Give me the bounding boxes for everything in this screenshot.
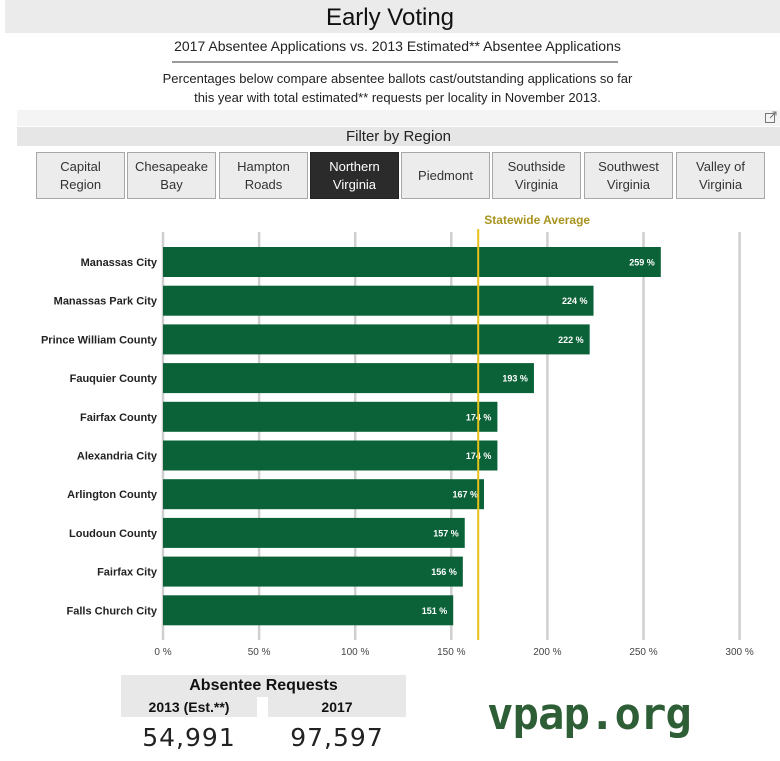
bar bbox=[163, 479, 484, 510]
vpap-logo: vpap.org bbox=[487, 689, 692, 740]
region-button-southwest-virginia[interactable]: Southwest Virginia bbox=[584, 152, 673, 199]
category-label: Prince William County bbox=[41, 334, 158, 346]
title-bar bbox=[5, 0, 780, 33]
description-line-1: Percentages below compare absentee ballo… bbox=[162, 71, 633, 86]
absentee-header bbox=[121, 675, 406, 697]
visual-header-strip bbox=[17, 110, 780, 126]
region-button-valley-of-virginia[interactable]: Valley of Virginia bbox=[676, 152, 765, 199]
page-title: Early Voting bbox=[325, 4, 455, 31]
region-button-hampton-roads[interactable]: Hampton Roads bbox=[219, 152, 308, 199]
category-label: Fauquier County bbox=[70, 373, 158, 385]
x-tick-label: 50 % bbox=[248, 647, 271, 658]
region-button-capital-region[interactable]: Capital Region bbox=[36, 152, 125, 199]
x-tick-label: 0 % bbox=[154, 647, 171, 658]
category-label: Fairfax County bbox=[80, 412, 158, 424]
x-tick-label: 150 % bbox=[437, 647, 465, 658]
region-button-chesapeake-bay[interactable]: Chesapeake Bay bbox=[127, 152, 216, 199]
data-label: 174 % bbox=[466, 412, 492, 422]
expand-icon[interactable] bbox=[764, 110, 778, 124]
statewide-average-label: Statewide Average bbox=[484, 213, 590, 227]
filter-label: Filter by Region bbox=[345, 128, 452, 145]
x-tick-label: 300 % bbox=[725, 647, 753, 658]
data-label: 156 % bbox=[431, 567, 457, 577]
data-label: 167 % bbox=[452, 490, 478, 500]
bar bbox=[163, 324, 590, 355]
bar bbox=[163, 363, 534, 394]
description-line-2: this year with total estimated** request… bbox=[194, 90, 601, 105]
absentee-2017-value: 97,597 bbox=[290, 723, 384, 752]
category-label: Manassas City bbox=[81, 257, 158, 269]
data-label: 259 % bbox=[629, 258, 655, 268]
bar bbox=[163, 285, 594, 316]
absentee-2013-value: 54,991 bbox=[142, 723, 236, 752]
page-subtitle: 2017 Absentee Applications vs. 2013 Esti… bbox=[174, 38, 621, 54]
data-label: 224 % bbox=[562, 296, 588, 306]
absentee-2017-label: 2017 bbox=[268, 697, 406, 717]
bar bbox=[163, 440, 498, 471]
absentee-title: Absentee Requests bbox=[189, 677, 338, 694]
category-label: Loudoun County bbox=[69, 528, 158, 540]
absentee-2013-label: 2013 (Est.**) bbox=[121, 697, 257, 717]
x-tick-label: 200 % bbox=[533, 647, 561, 658]
data-label: 222 % bbox=[558, 335, 584, 345]
bar bbox=[163, 401, 498, 432]
bar bbox=[163, 247, 661, 277]
category-label: Arlington County bbox=[67, 489, 158, 501]
filter-bar bbox=[17, 127, 780, 146]
category-label: Fairfax City bbox=[97, 567, 158, 579]
data-label: 193 % bbox=[502, 374, 528, 384]
region-button-piedmont[interactable]: Piedmont bbox=[401, 152, 490, 199]
subtitle-divider bbox=[172, 61, 618, 63]
x-tick-label: 250 % bbox=[629, 647, 657, 658]
region-button-southside-virginia[interactable]: Southside Virginia bbox=[492, 152, 581, 199]
data-label: 151 % bbox=[422, 606, 448, 616]
bar bbox=[163, 595, 454, 626]
data-label: 157 % bbox=[433, 528, 459, 538]
description: Percentages below compare absentee ballo… bbox=[0, 69, 780, 107]
category-label: Alexandria City bbox=[77, 451, 158, 463]
category-label: Falls Church City bbox=[67, 605, 158, 617]
category-label: Manassas Park City bbox=[54, 296, 158, 308]
x-tick-label: 100 % bbox=[341, 647, 369, 658]
bar bbox=[163, 556, 463, 587]
data-label: 174 % bbox=[466, 451, 492, 461]
region-button-northern-virginia[interactable]: Northern Virginia bbox=[310, 152, 399, 199]
bar bbox=[163, 517, 465, 548]
